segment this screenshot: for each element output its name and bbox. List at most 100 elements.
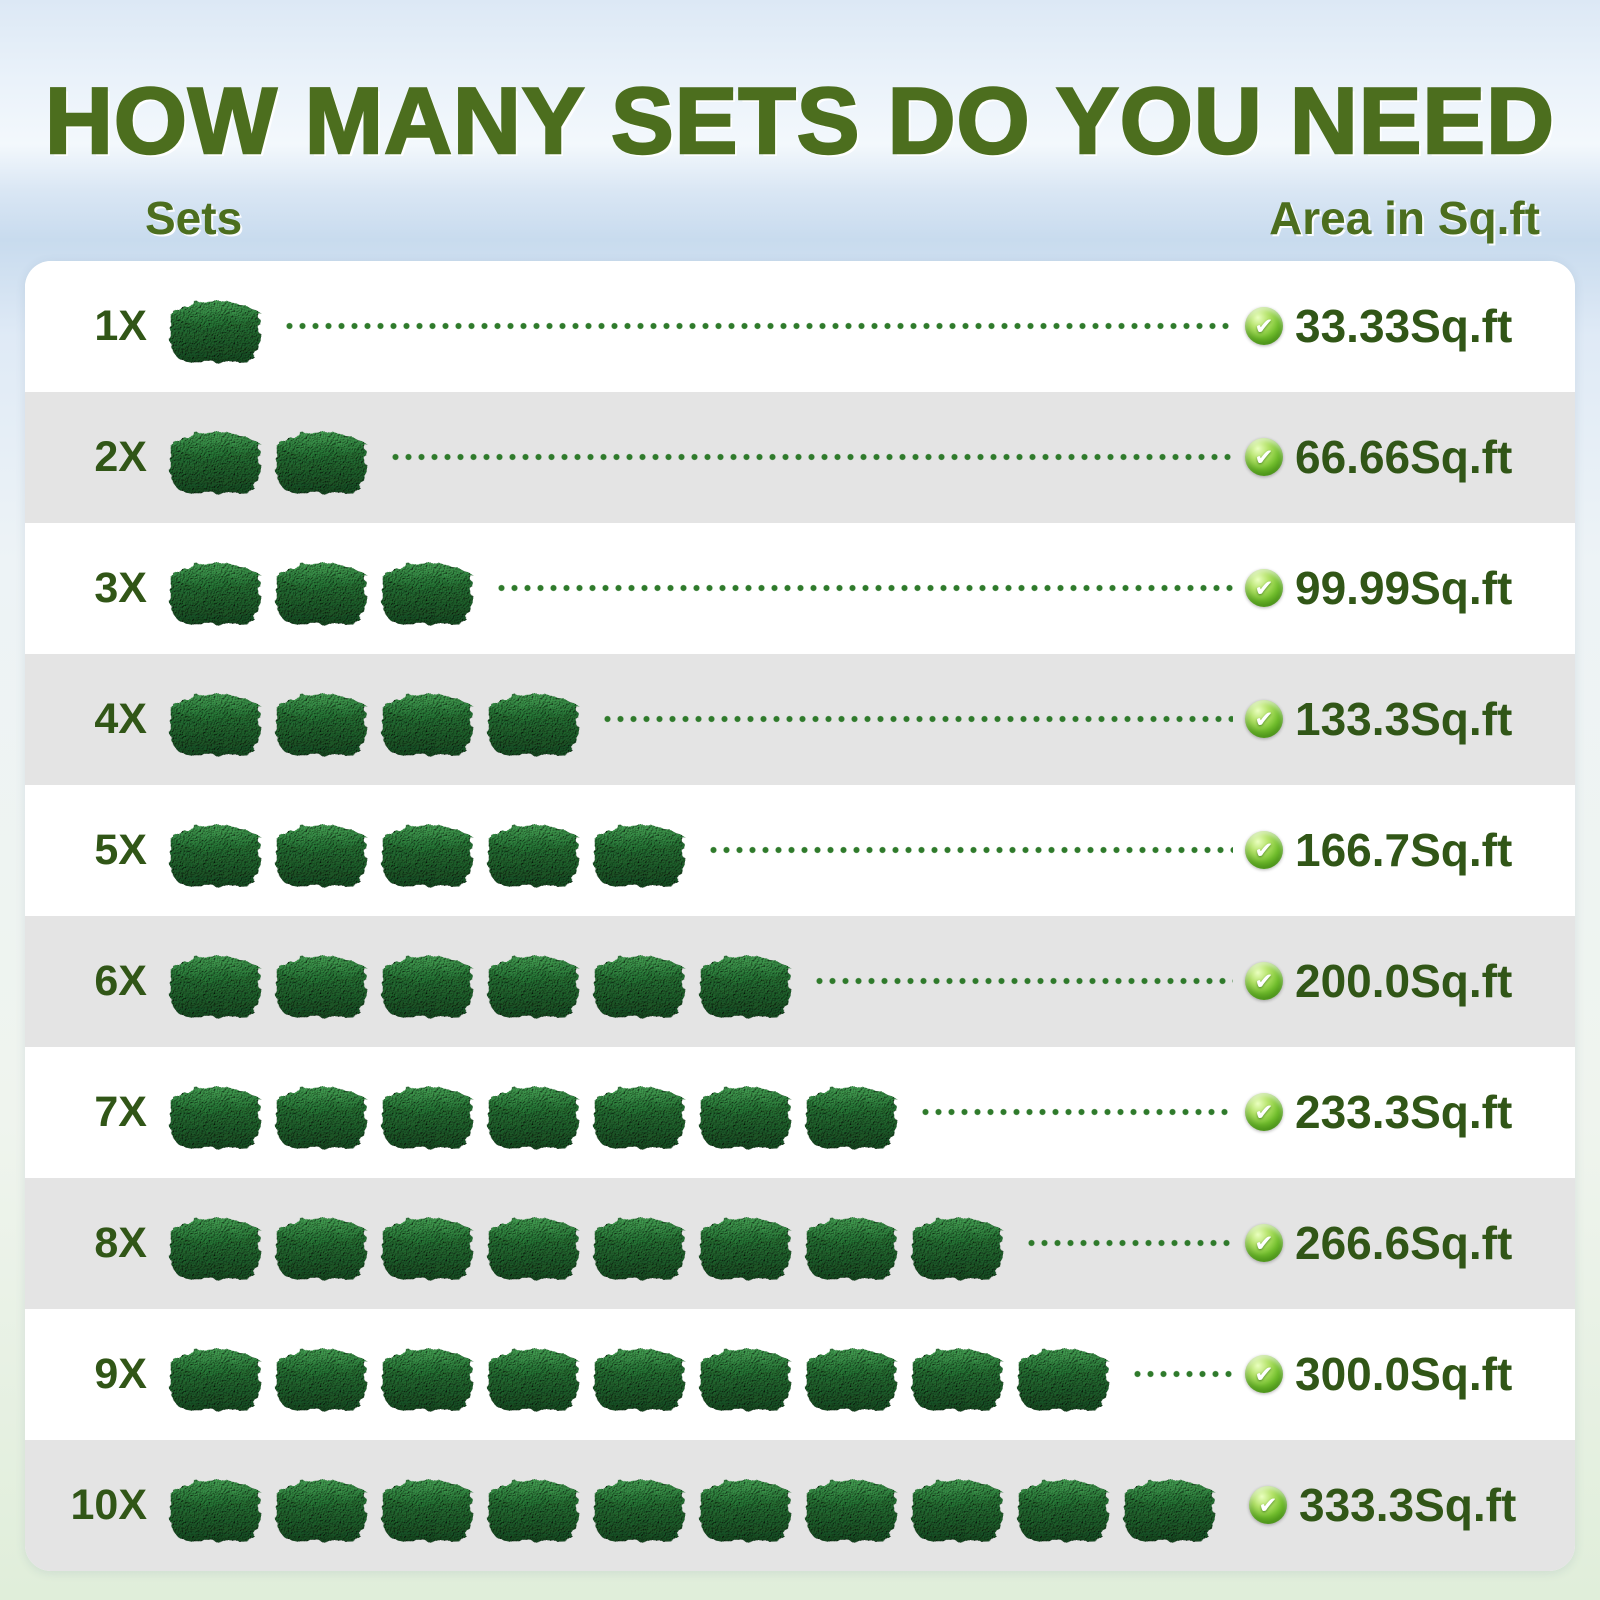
table-row: 10X ✔ 333.3Sq.ft	[25, 1439, 1575, 1571]
check-glyph: ✔	[1254, 312, 1274, 339]
dotted-leader	[1131, 1369, 1233, 1380]
hedge-panel-icon	[168, 1480, 262, 1542]
area-value: 200.0Sq.ft	[1295, 955, 1513, 1008]
area-result: ✔ 266.6Sq.ft	[1245, 1216, 1547, 1270]
hedge-panel-icon	[168, 1218, 262, 1280]
area-value: 300.0Sq.ft	[1295, 1348, 1513, 1401]
area-value: 233.3Sq.ft	[1295, 1086, 1513, 1139]
hedge-icons	[163, 1458, 1223, 1552]
area-value: 99.99Sq.ft	[1295, 562, 1513, 615]
hedge-panel-icon	[168, 694, 262, 756]
column-header-sets: Sets	[145, 191, 243, 244]
hedge-icons	[163, 803, 693, 897]
area-result: ✔ 133.3Sq.ft	[1245, 692, 1547, 746]
hedge-icons	[163, 934, 799, 1028]
hedge-panel-icon	[168, 1087, 262, 1149]
sets-count-label: 3X	[94, 563, 147, 612]
dotted-leader	[813, 976, 1233, 987]
area-result: ✔ 99.99Sq.ft	[1245, 561, 1547, 615]
hedge-icons	[163, 541, 481, 635]
dotted-leader	[707, 845, 1233, 856]
check-icon: ✔	[1245, 307, 1283, 346]
check-glyph: ✔	[1254, 836, 1274, 863]
check-glyph: ✔	[1254, 1229, 1274, 1256]
table-row: 7X ✔ 233.3Sq.ft	[25, 1046, 1575, 1178]
hedge-panel-icon	[592, 1218, 686, 1280]
table-row: 4X ✔ 133.3Sq.ft	[25, 653, 1575, 785]
page-title: HOW MANY SETS DO YOU NEED	[44, 68, 1556, 173]
hedge-panel-icon	[698, 1087, 792, 1149]
hedge-panel-icon	[274, 563, 368, 625]
hedge-panel-icon	[274, 956, 368, 1018]
hedge-panel-icon	[168, 563, 262, 625]
sets-count-label: 7X	[94, 1087, 147, 1136]
area-result: ✔ 33.33Sq.ft	[1245, 299, 1547, 353]
check-icon: ✔	[1245, 962, 1283, 1001]
check-glyph: ✔	[1254, 705, 1274, 732]
table-row: 1X ✔ 33.33Sq.ft	[25, 260, 1575, 392]
hedge-icons	[163, 1327, 1117, 1421]
hedge-panel-icon	[380, 694, 474, 756]
table-row: 5X ✔ 166.7Sq.ft	[25, 784, 1575, 916]
area-result: ✔ 300.0Sq.ft	[1245, 1347, 1547, 1401]
table-row: 3X ✔ 99.99Sq.ft	[25, 522, 1575, 654]
hedge-panel-icon	[274, 1218, 368, 1280]
hedge-panel-icon	[1016, 1480, 1110, 1542]
hedge-icons	[163, 410, 375, 504]
hedge-panel-icon	[380, 563, 474, 625]
hedge-panel-icon	[486, 1480, 580, 1542]
hedge-panel-icon	[486, 694, 580, 756]
hedge-panel-icon	[804, 1480, 898, 1542]
hedge-panel-icon	[274, 1349, 368, 1411]
sets-count-label: 1X	[94, 301, 147, 350]
hedge-panel-icon	[1122, 1480, 1216, 1542]
hedge-panel-icon	[274, 432, 368, 494]
hedge-panel-icon	[168, 956, 262, 1018]
area-result: ✔ 333.3Sq.ft	[1249, 1478, 1551, 1532]
hedge-panel-icon	[380, 1480, 474, 1542]
hedge-icons	[163, 672, 587, 766]
sets-count-label: 8X	[94, 1218, 147, 1267]
check-icon: ✔	[1245, 831, 1283, 870]
check-glyph: ✔	[1254, 967, 1274, 994]
hedge-panel-icon	[804, 1218, 898, 1280]
hedge-panel-icon	[910, 1480, 1004, 1542]
sets-count-label: 9X	[94, 1349, 147, 1398]
hedge-panel-icon	[274, 1087, 368, 1149]
sets-count-label: 10X	[70, 1480, 147, 1529]
dotted-leader	[1025, 1238, 1233, 1249]
hedge-panel-icon	[486, 1087, 580, 1149]
hedge-panel-icon	[910, 1349, 1004, 1411]
dotted-leader	[919, 1107, 1233, 1118]
hedge-panel-icon	[168, 1349, 262, 1411]
check-icon: ✔	[1245, 438, 1283, 477]
hedge-panel-icon	[380, 1218, 474, 1280]
hedge-panel-icon	[380, 956, 474, 1018]
hedge-panel-icon	[486, 1349, 580, 1411]
hedge-panel-icon	[380, 825, 474, 887]
check-icon: ✔	[1245, 700, 1283, 739]
hedge-panel-icon	[592, 825, 686, 887]
hedge-panel-icon	[486, 1218, 580, 1280]
hedge-panel-icon	[698, 1349, 792, 1411]
hedge-panel-icon	[698, 956, 792, 1018]
dotted-leader	[283, 321, 1233, 332]
hedge-panel-icon	[592, 1480, 686, 1542]
check-icon: ✔	[1245, 1093, 1283, 1132]
hedge-panel-icon	[1016, 1349, 1110, 1411]
check-glyph: ✔	[1254, 1360, 1274, 1387]
hedge-panel-icon	[380, 1349, 474, 1411]
area-result: ✔ 233.3Sq.ft	[1245, 1085, 1547, 1139]
table-row: 6X ✔ 200.0Sq.ft	[25, 915, 1575, 1047]
area-value: 266.6Sq.ft	[1295, 1217, 1513, 1270]
area-value: 33.33Sq.ft	[1295, 300, 1513, 353]
hedge-panel-icon	[592, 956, 686, 1018]
sets-table: 1X ✔ 33.33Sq.ft 2X ✔ 66.66Sq.ft 3X ✔ 99	[25, 260, 1575, 1571]
hedge-panel-icon	[910, 1218, 1004, 1280]
dotted-leader	[495, 583, 1233, 594]
hedge-panel-icon	[698, 1480, 792, 1542]
hedge-panel-icon	[168, 432, 262, 494]
area-value: 66.66Sq.ft	[1295, 431, 1513, 484]
hedge-icons	[163, 1196, 1011, 1290]
